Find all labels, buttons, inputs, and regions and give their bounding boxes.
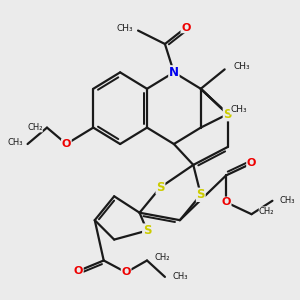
Text: S: S: [224, 108, 232, 121]
Text: N: N: [169, 66, 179, 79]
Text: O: O: [122, 267, 131, 278]
Text: S: S: [156, 181, 165, 194]
Text: CH₃: CH₃: [172, 272, 188, 281]
Text: CH₂: CH₂: [154, 253, 170, 262]
Text: CH₃: CH₃: [8, 138, 23, 147]
Text: CH₂: CH₂: [27, 123, 43, 132]
Text: O: O: [62, 139, 71, 149]
Text: O: O: [181, 22, 190, 33]
Text: O: O: [247, 158, 256, 168]
Text: CH₂: CH₂: [259, 207, 274, 216]
Text: CH₃: CH₃: [230, 105, 247, 114]
Text: CH₃: CH₃: [233, 62, 250, 71]
Text: O: O: [221, 197, 231, 207]
Text: S: S: [143, 224, 151, 237]
Text: S: S: [196, 188, 205, 201]
Text: CH₃: CH₃: [280, 196, 296, 205]
Text: O: O: [74, 266, 83, 276]
Text: CH₃: CH₃: [117, 24, 134, 33]
